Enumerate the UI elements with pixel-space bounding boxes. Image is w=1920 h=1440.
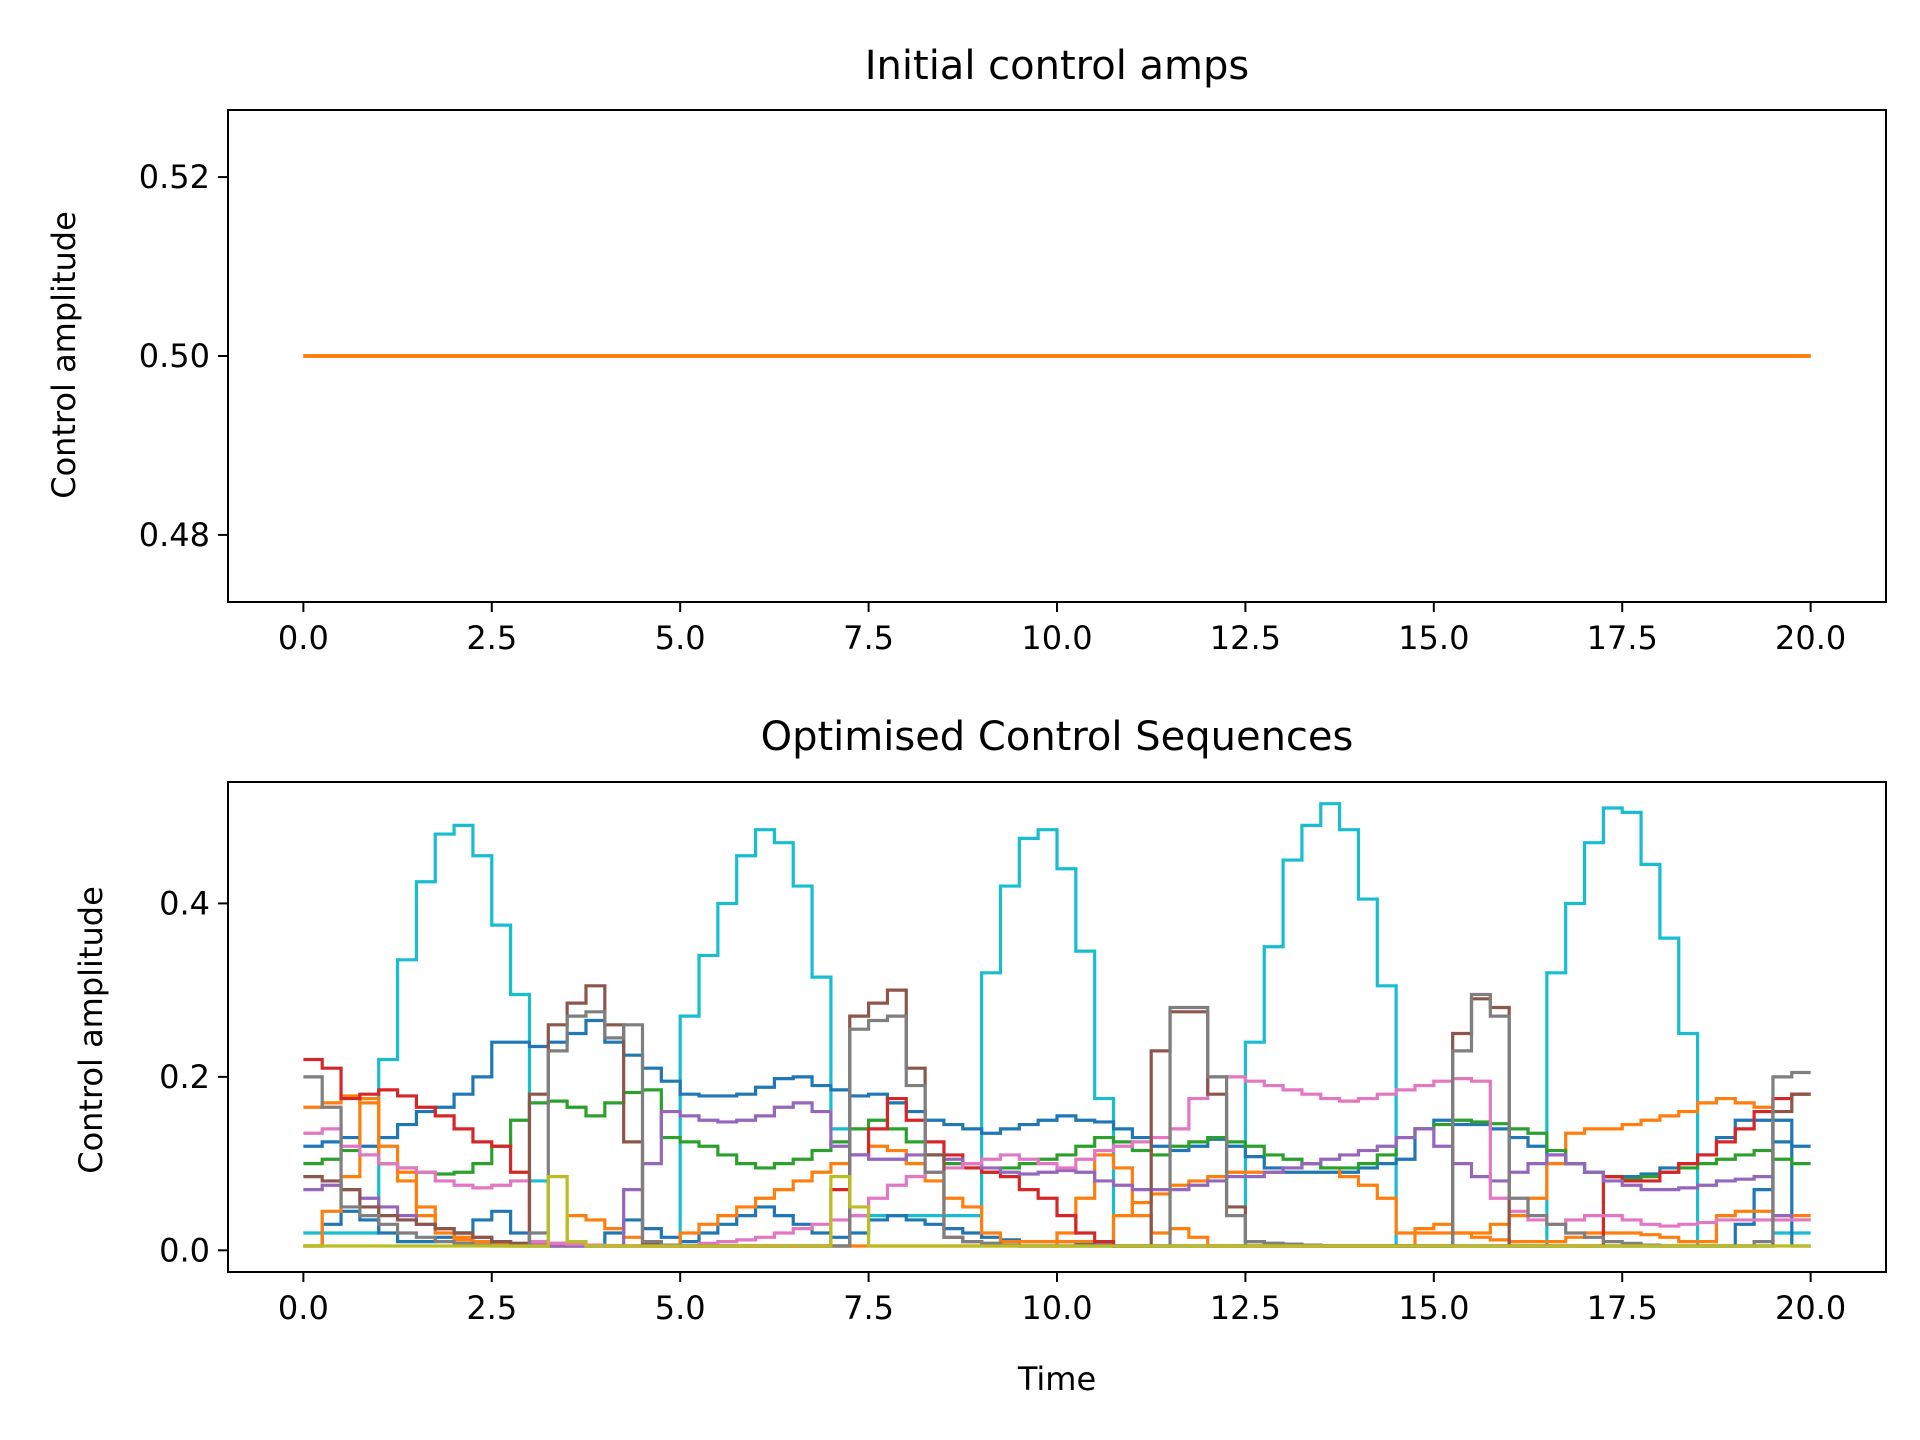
optimised-sequences-ylabel: Control amplitude (72, 886, 110, 1174)
series-line-5 (303, 1088, 1811, 1181)
y-tick-label: 0.2 (159, 1058, 210, 1096)
y-tick-label: 0.50 (139, 337, 210, 375)
x-tick-label: 17.5 (1587, 1289, 1658, 1327)
initial-amps-ylabel: Control amplitude (45, 211, 83, 499)
x-tick-label: 17.5 (1587, 619, 1658, 657)
x-tick-label: 2.5 (466, 619, 517, 657)
x-tick-label: 10.0 (1021, 619, 1092, 657)
x-tick-label: 12.5 (1210, 619, 1281, 657)
series-line-11 (303, 1175, 1811, 1248)
optimised-sequences-panel: Optimised Control Sequences Control ampl… (72, 714, 1887, 1398)
x-tick-label: 20.0 (1775, 1289, 1846, 1327)
x-tick-label: 15.0 (1398, 1289, 1469, 1327)
y-tick-label: 0.52 (139, 158, 210, 196)
y-tick-label: 0.48 (139, 516, 210, 554)
x-tick-label: 0.0 (278, 619, 329, 657)
x-tick-label: 12.5 (1210, 1289, 1281, 1327)
y-tick-label: 0.4 (159, 884, 210, 922)
x-tick-label: 7.5 (843, 619, 894, 657)
series-line-0 (303, 802, 1811, 1248)
optimised-sequences-axes: 0.0 2.5 5.0 7.5 10.0 12.5 15.0 17.5 20.0 0.0 0.2 0.… (159, 781, 1887, 1327)
optimised-sequences-title: Optimised Control Sequences (761, 714, 1354, 760)
x-tick-label: 2.5 (466, 1289, 517, 1327)
initial-amps-panel: Initial control amps Control amplitude 0… (45, 43, 1887, 657)
x-tick-label: 0.0 (278, 1289, 329, 1327)
series-line-6 (303, 1057, 1811, 1248)
y-tick-label: 0.0 (159, 1231, 210, 1269)
x-tick-label: 10.0 (1021, 1289, 1092, 1327)
optimised-sequences-xlabel: Time (1017, 1360, 1096, 1398)
x-tick-label: 7.5 (843, 1289, 894, 1327)
x-tick-label: 15.0 (1398, 619, 1469, 657)
x-tick-label: 5.0 (655, 619, 706, 657)
initial-amps-axes: 0.0 2.5 5.0 7.5 10.0 12.5 15.0 17.5 20.0 0.48 0.50… (139, 109, 1887, 657)
x-tick-label: 20.0 (1775, 619, 1846, 657)
series-group (303, 802, 1811, 1248)
x-tick-label: 5.0 (655, 1289, 706, 1327)
initial-amps-title: Initial control amps (865, 43, 1249, 89)
